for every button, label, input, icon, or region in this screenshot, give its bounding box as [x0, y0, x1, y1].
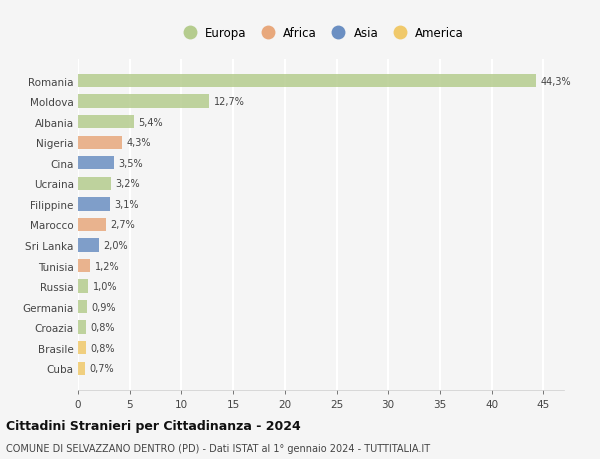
Bar: [78, 136, 122, 150]
Text: 12,7%: 12,7%: [214, 97, 244, 107]
Text: 2,7%: 2,7%: [110, 220, 135, 230]
Text: 0,8%: 0,8%: [91, 343, 115, 353]
Text: COMUNE DI SELVAZZANO DENTRO (PD) - Dati ISTAT al 1° gennaio 2024 - TUTTITALIA.IT: COMUNE DI SELVAZZANO DENTRO (PD) - Dati …: [6, 443, 430, 453]
Text: 2,0%: 2,0%: [103, 241, 127, 251]
Bar: [78, 280, 88, 293]
Text: 0,7%: 0,7%: [89, 364, 114, 374]
Legend: Europa, Africa, Asia, America: Europa, Africa, Asia, America: [173, 22, 469, 45]
Bar: [78, 239, 98, 252]
Text: 44,3%: 44,3%: [540, 76, 571, 86]
Bar: [78, 362, 85, 375]
Text: 5,4%: 5,4%: [138, 118, 163, 127]
Bar: [78, 259, 91, 273]
Bar: [78, 300, 88, 313]
Text: 1,0%: 1,0%: [92, 281, 117, 291]
Bar: [78, 321, 86, 334]
Bar: [78, 116, 134, 129]
Text: 1,2%: 1,2%: [95, 261, 119, 271]
Text: 3,1%: 3,1%: [114, 199, 139, 209]
Bar: [78, 95, 209, 108]
Text: 0,8%: 0,8%: [91, 323, 115, 332]
Text: 4,3%: 4,3%: [127, 138, 151, 148]
Bar: [78, 198, 110, 211]
Bar: [78, 218, 106, 232]
Text: 3,2%: 3,2%: [115, 179, 140, 189]
Bar: [78, 75, 536, 88]
Bar: [78, 341, 86, 355]
Text: Cittadini Stranieri per Cittadinanza - 2024: Cittadini Stranieri per Cittadinanza - 2…: [6, 419, 301, 432]
Text: 0,9%: 0,9%: [91, 302, 116, 312]
Bar: [78, 157, 114, 170]
Text: 3,5%: 3,5%: [118, 158, 143, 168]
Bar: [78, 177, 111, 190]
